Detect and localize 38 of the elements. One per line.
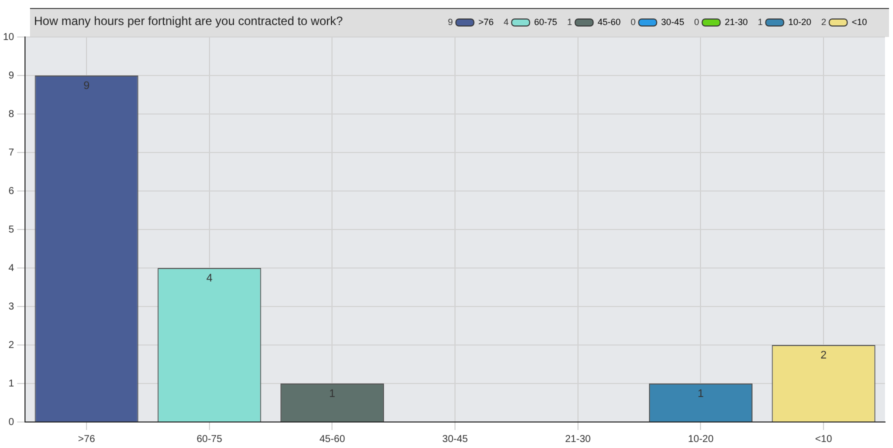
data-label: 1	[329, 388, 336, 400]
y-tick-label: 8	[8, 108, 15, 120]
y-tick-label: 2	[8, 340, 15, 351]
y-tick-label: 1	[8, 378, 15, 390]
x-tick-label: >76	[78, 434, 96, 445]
x-tick-label: 30-45	[442, 434, 468, 445]
legend-label: >76	[478, 16, 494, 27]
y-tick-label: 5	[8, 224, 15, 236]
x-tick-label: <10	[815, 434, 832, 445]
x-tick-label: 60-75	[196, 434, 223, 445]
y-tick-label: 7	[8, 147, 15, 158]
text: 4	[504, 16, 509, 27]
data-label: 1	[698, 388, 704, 400]
legend-label: 30-45	[661, 16, 684, 27]
y-tick-label: 0	[8, 416, 15, 428]
x-tick-label: 21-30	[565, 434, 592, 445]
text: 0	[630, 16, 636, 27]
legend-label: 10-20	[788, 16, 812, 27]
y-tick-label: 10	[3, 32, 15, 43]
chart-title: How many hours per fortnight are you contracted to work?	[33, 13, 344, 30]
text: 0	[694, 16, 700, 27]
legend-label: 45-60	[598, 16, 621, 27]
legend-label: <10	[852, 16, 868, 27]
y-tick-label: 9	[8, 70, 15, 82]
text: 1	[758, 16, 763, 27]
y-tick-label: 4	[8, 262, 15, 274]
x-tick-label: 45-60	[319, 434, 346, 445]
text: 2	[821, 16, 826, 27]
text: 1	[567, 16, 572, 27]
y-tick-label: 6	[8, 186, 15, 197]
data-label: 2	[820, 350, 827, 362]
x-tick-label: 10-20	[688, 434, 714, 445]
legend-label: 60-75	[534, 16, 558, 27]
legend-label: 21-30	[724, 16, 748, 27]
y-tick-label: 3	[8, 301, 15, 312]
data-label: 4	[206, 272, 212, 285]
text: 9	[448, 16, 453, 27]
data-label: 9	[83, 80, 90, 92]
